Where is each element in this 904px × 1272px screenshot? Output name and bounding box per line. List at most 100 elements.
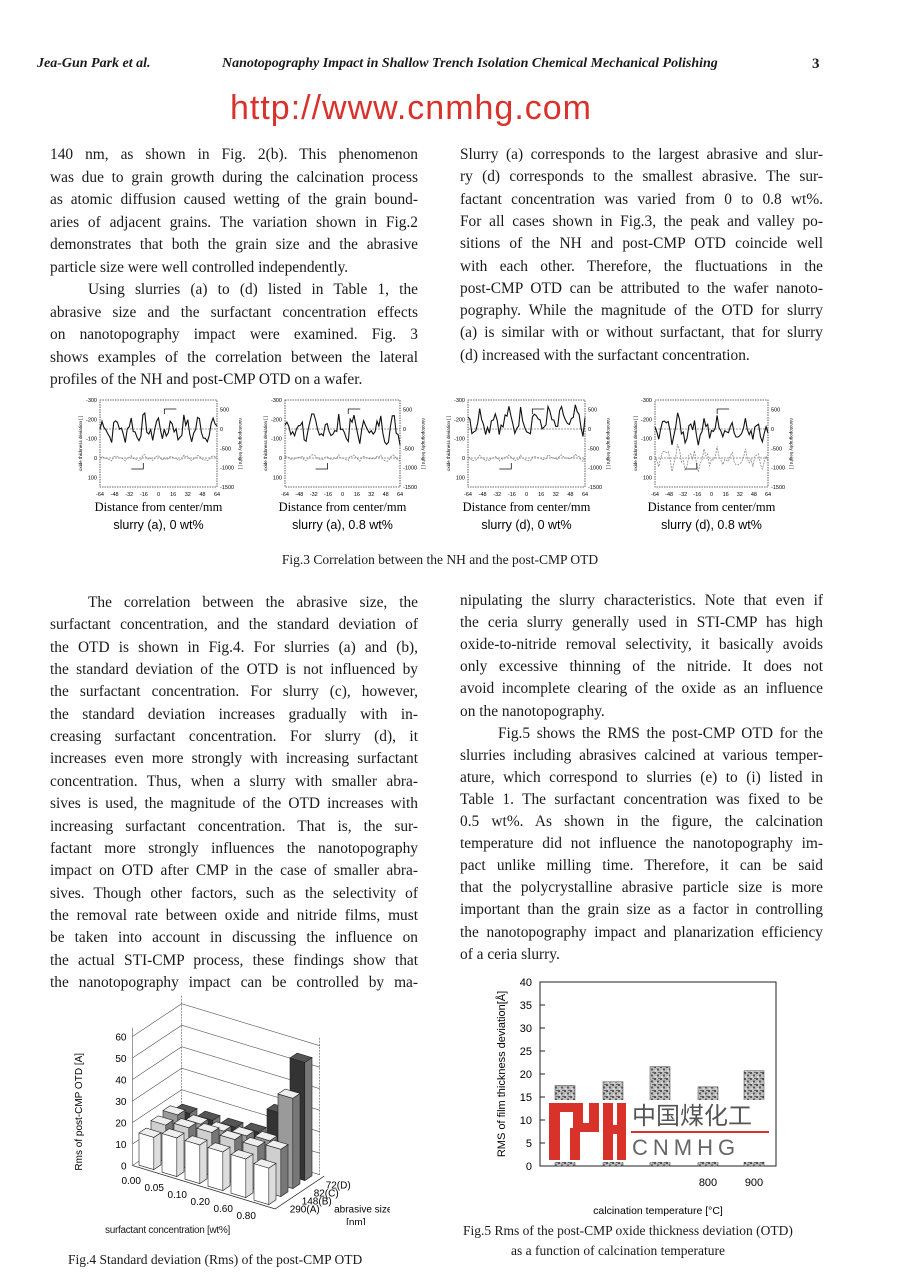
text-line: ry (d) corresponds to the smallest abras… xyxy=(460,168,823,186)
cnmhg-logo-mark-icon xyxy=(549,1103,626,1160)
x-tick-label: 64 xyxy=(397,492,403,498)
bar-face xyxy=(138,1132,155,1171)
bar-face xyxy=(220,1117,244,1128)
left-tick-label: -100 xyxy=(86,437,97,443)
text-line: temperature did not influence the nanoto… xyxy=(460,835,823,853)
x-tick-label: 900 xyxy=(745,1177,763,1189)
right-tick-label: -1500 xyxy=(403,485,417,491)
left-tick-label: 100 xyxy=(88,475,97,481)
left-tick-label: -100 xyxy=(641,437,652,443)
bar-290(A)-0.00 xyxy=(138,1127,162,1171)
left-axis-arrow-icon xyxy=(499,463,512,470)
size-label: 72(D) xyxy=(326,1180,351,1191)
left-axis-arrow-icon xyxy=(131,463,144,470)
right-tick-label: -500 xyxy=(771,446,782,452)
text-line: the OTD is shown in Fig.4. For slurries … xyxy=(50,638,418,656)
bar-face xyxy=(245,1153,254,1199)
x-tick-label: -16 xyxy=(693,492,701,498)
y-tick-label: 40 xyxy=(520,977,532,989)
right-axis-label: nanotopography height [ ] xyxy=(238,418,243,469)
bar-face xyxy=(242,1137,266,1147)
bar-face xyxy=(184,1140,201,1185)
text-line: (d) increased with the surfactant concen… xyxy=(460,346,750,364)
x-tick-label: 32 xyxy=(185,492,191,498)
bar-face xyxy=(185,1114,209,1125)
fig5-caption-line2: as a function of calcination temperature xyxy=(511,1243,726,1258)
right-tick-label: 0 xyxy=(220,427,223,433)
text-line: factant concentration was varied from 0 … xyxy=(460,190,823,208)
left-tick-label: 100 xyxy=(273,475,282,481)
panel-label: slurry (a), 0 wt% xyxy=(113,518,203,532)
bar-face xyxy=(265,1139,289,1150)
logo-english-text: CNMHG xyxy=(632,1135,741,1160)
text-line: shows examples of the correlation betwee… xyxy=(50,348,418,366)
text-line: The correlation between the abrasive siz… xyxy=(88,594,418,611)
text-line: was due to grain growth during the calci… xyxy=(50,168,418,186)
x-tick-label: 16 xyxy=(354,492,360,498)
text-line: Table 1. The surfactant concentration wa… xyxy=(460,790,823,808)
text-line: the ceria slurry generally used in STI-C… xyxy=(460,614,823,632)
left-tick-label: -300 xyxy=(271,398,282,404)
panel-label: slurry (d), 0 wt% xyxy=(481,518,571,532)
right-tick-label: -1500 xyxy=(588,485,602,491)
x-tick-label: 48 xyxy=(199,492,205,498)
right-axis-arrow-icon xyxy=(716,408,730,414)
left-axis-label: oxide thickness deviation [ ] xyxy=(78,416,83,471)
right-tick-label: 500 xyxy=(220,408,229,414)
x-tick-label: -48 xyxy=(665,492,673,498)
right-tick-label: 500 xyxy=(588,408,597,414)
bar-face xyxy=(199,1139,208,1185)
text-line: the standard deviation of the OTD is not… xyxy=(50,661,418,679)
fig4-ylabel: Rms of post-CMP OTD [A] xyxy=(74,1053,85,1171)
x-tick-label: -64 xyxy=(651,492,659,498)
fig3-caption: Fig.3 Correlation between the NH and the… xyxy=(281,552,599,567)
x-tick-label: 64 xyxy=(582,492,588,498)
x-tick-label: -32 xyxy=(493,492,501,498)
x-tick-label: 16 xyxy=(170,492,176,498)
bar-face xyxy=(162,1105,186,1116)
text-line: surfactant concentration, and the standa… xyxy=(50,616,418,634)
bar-face xyxy=(161,1128,185,1139)
logo-divider xyxy=(631,1131,769,1133)
x-tick-label: -32 xyxy=(310,492,318,498)
right-tick-label: -1000 xyxy=(771,466,785,472)
y-tick-label: 20 xyxy=(520,1069,532,1081)
y-tick-label: 30 xyxy=(115,1097,127,1108)
x-tick-label: -64 xyxy=(96,492,104,498)
left-tick-label: -300 xyxy=(641,398,652,404)
text-line: pact unlike milling time. Therefore, it … xyxy=(460,857,823,875)
fig3-xlabel: Distance from center/mm xyxy=(463,500,591,514)
y-tick-label: 0 xyxy=(121,1162,127,1173)
text-line: be taken into account in discussing the … xyxy=(50,929,418,947)
bar-face xyxy=(280,1143,289,1198)
bar-face xyxy=(150,1115,174,1126)
bar-face xyxy=(253,1158,277,1169)
right-tick-label: -1000 xyxy=(403,466,417,472)
x-tick-label: 48 xyxy=(383,492,389,498)
y-tick-label: 15 xyxy=(520,1092,532,1104)
fig5-ylabel: RMS of film thickness deviation[Å] xyxy=(495,991,508,1157)
right-tick-label: 0 xyxy=(588,427,591,433)
fig5-bar-chart: 0 5 10 15 20 25 30 35 40 800 900 calcination temper… xyxy=(495,977,777,1217)
bar-face xyxy=(196,1123,220,1133)
text-line: (a) is similar with or without surfactan… xyxy=(460,324,823,342)
fig5-caption-line1: Fig.5 Rms of the post-CMP oxide thicknes… xyxy=(463,1223,793,1238)
left-tick-label: -200 xyxy=(641,417,652,423)
bar-face xyxy=(289,1052,313,1063)
right-tick-label: -1500 xyxy=(220,485,234,491)
bar-290(A)-0.10 xyxy=(184,1135,208,1185)
x-tick-label: 32 xyxy=(553,492,559,498)
x-tick-label: 64 xyxy=(765,492,771,498)
x-tick-label: 0.10 xyxy=(167,1190,187,1201)
y-tick-label: 60 xyxy=(115,1033,127,1044)
text-line: the nanotopography impact can be control… xyxy=(50,973,418,991)
text-line: Fig.5 shows the RMS the post-CMP OTD for… xyxy=(498,724,823,742)
bar-face xyxy=(231,1126,255,1137)
text-line: 0.5 wt%. As shown in the figure, the cal… xyxy=(460,813,823,830)
x-tick-label: 32 xyxy=(737,492,743,498)
fig5-xlabel: calcination temperature [°C] xyxy=(593,1205,723,1217)
bar-290(A)-0.80 xyxy=(253,1158,277,1206)
text-line: the surfactant concentration. For slurry… xyxy=(50,683,418,701)
x-tick-label: -16 xyxy=(324,492,332,498)
text-line: impact on OTD after CMP in the case of s… xyxy=(50,862,418,880)
